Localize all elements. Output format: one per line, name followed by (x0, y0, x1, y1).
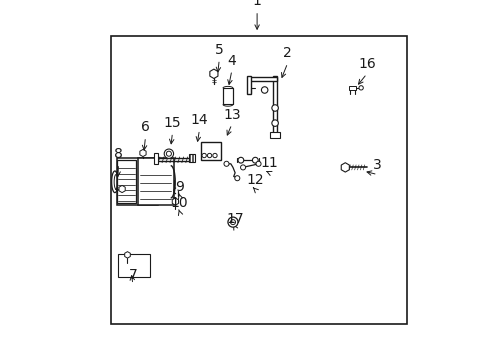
Circle shape (252, 157, 258, 163)
Bar (117, 160, 136, 203)
Polygon shape (209, 69, 218, 78)
Bar (223, 88, 232, 104)
Bar (201, 142, 221, 160)
Polygon shape (124, 252, 130, 258)
Circle shape (227, 217, 238, 227)
Circle shape (261, 87, 267, 93)
Bar (348, 86, 355, 90)
Text: 1: 1 (252, 0, 261, 8)
Text: 10: 10 (170, 196, 188, 210)
Text: 11: 11 (260, 156, 278, 170)
Text: 2: 2 (283, 46, 291, 60)
Bar (111, 36, 406, 324)
Circle shape (212, 153, 217, 158)
Polygon shape (341, 163, 348, 172)
Text: 12: 12 (246, 173, 264, 187)
Polygon shape (172, 198, 178, 205)
Circle shape (207, 153, 211, 158)
Text: 6: 6 (141, 120, 150, 134)
Bar (117, 158, 158, 205)
Bar (188, 154, 195, 162)
Text: 14: 14 (190, 113, 208, 127)
Text: 8: 8 (114, 147, 122, 161)
Text: 3: 3 (372, 158, 381, 172)
Circle shape (240, 165, 245, 170)
Text: 5: 5 (215, 43, 223, 57)
Polygon shape (140, 149, 146, 157)
Text: 17: 17 (226, 212, 244, 226)
Circle shape (256, 161, 261, 166)
Polygon shape (119, 185, 125, 193)
Bar (247, 77, 276, 81)
Circle shape (224, 161, 228, 166)
Bar (154, 153, 158, 164)
Bar (138, 158, 174, 205)
Circle shape (271, 105, 278, 111)
Text: 9: 9 (175, 180, 184, 194)
Text: 4: 4 (227, 54, 236, 68)
Circle shape (271, 120, 278, 126)
Text: 7: 7 (128, 268, 137, 282)
Circle shape (166, 151, 171, 156)
Circle shape (358, 86, 363, 90)
Circle shape (202, 153, 206, 158)
Text: 16: 16 (357, 57, 375, 71)
Circle shape (238, 157, 244, 163)
Text: 15: 15 (163, 116, 181, 130)
Circle shape (230, 220, 235, 225)
Bar (247, 76, 250, 94)
Bar (273, 76, 276, 137)
Bar (118, 254, 150, 277)
Circle shape (164, 149, 173, 158)
Bar (270, 132, 279, 138)
Circle shape (234, 176, 239, 181)
Text: 13: 13 (223, 108, 240, 122)
